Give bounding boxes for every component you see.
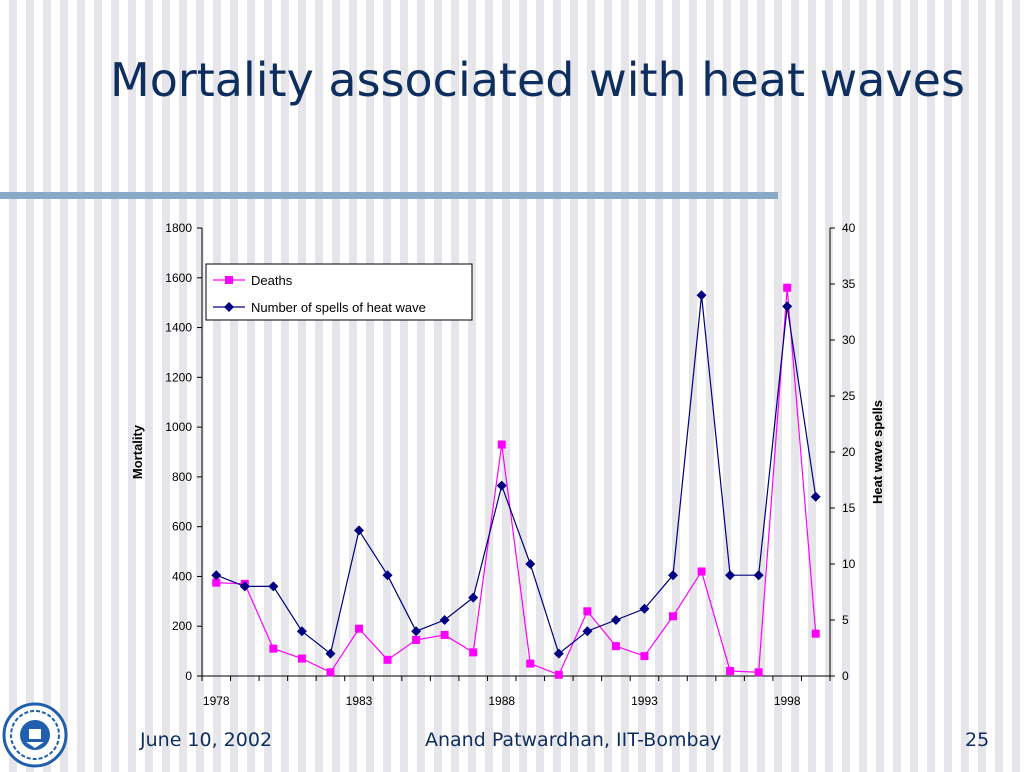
y2-tick-label: 35 bbox=[842, 277, 856, 291]
heat-wave-spells-point bbox=[525, 559, 536, 569]
y2-tick-label: 40 bbox=[842, 221, 856, 235]
chart-axes: 0 200 400 600 800 1000 1200 1400 1600 1800 0 5 10 15 2… bbox=[130, 221, 885, 708]
heat-wave-spells-point bbox=[725, 570, 736, 581]
deaths-point bbox=[326, 668, 335, 677]
y-tick-label: 1400 bbox=[165, 321, 192, 335]
heat-wave-spells-point bbox=[696, 290, 707, 301]
page-number: 25 bbox=[965, 729, 990, 751]
y2-tick-label: 0 bbox=[842, 669, 849, 683]
heat-wave-spells-point bbox=[810, 491, 821, 502]
y2-tick-label: 5 bbox=[842, 613, 849, 627]
heat-wave-spells-series bbox=[211, 290, 821, 659]
heat-wave-spells-point bbox=[610, 615, 621, 625]
deaths-point bbox=[469, 648, 478, 657]
heat-wave-spells-point bbox=[411, 626, 422, 637]
heat-wave-spells-point bbox=[468, 592, 479, 603]
footer-author: Anand Patwardhan, IIT-Bombay bbox=[425, 729, 722, 751]
deaths-point bbox=[554, 670, 563, 679]
footer-date: June 10, 2002 bbox=[140, 729, 273, 751]
deaths-point bbox=[669, 612, 677, 621]
deaths-point bbox=[440, 630, 449, 639]
y-tick-label: 600 bbox=[172, 520, 192, 534]
heat-wave-spells-point bbox=[639, 603, 650, 614]
deaths-point bbox=[297, 654, 306, 663]
heat-wave-spells-point bbox=[354, 525, 364, 536]
title-divider bbox=[0, 192, 778, 199]
deaths-point bbox=[783, 283, 792, 292]
y-tick-label: 1000 bbox=[165, 420, 192, 434]
deaths-point bbox=[726, 667, 735, 676]
heat-wave-spells-point bbox=[268, 581, 279, 592]
y-tick-label: 1200 bbox=[165, 370, 192, 384]
legend-marker bbox=[225, 276, 233, 284]
iit-bombay-logo-icon bbox=[2, 702, 68, 772]
deaths-point bbox=[611, 642, 620, 651]
legend-label: Number of spells of heat wave bbox=[251, 300, 426, 315]
deaths-point bbox=[412, 635, 421, 644]
deaths-point bbox=[355, 624, 363, 633]
x-tick-label: 1978 bbox=[203, 694, 230, 708]
x-tick-label: 1998 bbox=[774, 694, 801, 708]
heat-wave-spells-point bbox=[496, 480, 507, 491]
chart-series bbox=[211, 283, 821, 679]
legend-marker bbox=[224, 302, 234, 312]
y2-tick-label: 10 bbox=[842, 557, 856, 571]
heat-wave-spells-point bbox=[439, 615, 450, 625]
y2-axis-title: Heat wave spells bbox=[870, 400, 885, 504]
x-tick-label: 1983 bbox=[346, 694, 373, 708]
deaths-line bbox=[216, 287, 817, 676]
slide-title: Mortality associated with heat waves bbox=[110, 53, 965, 107]
y-tick-label: 1800 bbox=[165, 221, 192, 235]
chart-legend: Deaths Number of spells of heat wave bbox=[205, 263, 473, 321]
deaths-point bbox=[754, 668, 763, 677]
legend-box bbox=[205, 263, 473, 321]
heat-wave-spells-line bbox=[216, 295, 817, 655]
heat-wave-spells-point bbox=[382, 570, 393, 581]
heat-wave-spells-point bbox=[753, 570, 764, 581]
y2-tick-label: 25 bbox=[842, 389, 856, 403]
x-tick-label: 1993 bbox=[631, 694, 658, 708]
x-tick-label: 1988 bbox=[488, 694, 515, 708]
deaths-point bbox=[640, 652, 649, 661]
y-tick-label: 0 bbox=[185, 669, 192, 683]
heat-wave-spells-point bbox=[553, 648, 564, 659]
heat-wave-spells-point bbox=[782, 301, 793, 312]
deaths-series bbox=[212, 283, 820, 679]
deaths-point bbox=[811, 629, 820, 638]
heat-wave-spells-point bbox=[582, 626, 593, 637]
y-tick-label: 200 bbox=[172, 619, 192, 633]
heat-wave-spells-point bbox=[296, 626, 307, 637]
y-tick-label: 800 bbox=[172, 470, 192, 484]
deaths-point bbox=[697, 567, 706, 576]
deaths-point bbox=[269, 644, 278, 653]
y2-tick-label: 15 bbox=[842, 501, 856, 515]
deaths-point bbox=[583, 607, 592, 616]
y-tick-label: 400 bbox=[172, 569, 192, 583]
heat-wave-spells-point bbox=[325, 648, 336, 659]
y2-tick-label: 20 bbox=[842, 445, 856, 459]
y-tick-label: 1600 bbox=[165, 271, 192, 285]
heat-wave-spells-point bbox=[211, 570, 222, 581]
deaths-point bbox=[497, 440, 506, 449]
legend-label: Deaths bbox=[251, 273, 293, 288]
y-axis-title: Mortality bbox=[130, 424, 145, 479]
heat-wave-spells-point bbox=[239, 581, 250, 592]
deaths-point bbox=[383, 655, 392, 664]
y2-tick-label: 30 bbox=[842, 333, 856, 347]
deaths-point bbox=[212, 578, 221, 587]
heat-wave-spells-point bbox=[668, 570, 678, 581]
deaths-point bbox=[526, 659, 535, 668]
